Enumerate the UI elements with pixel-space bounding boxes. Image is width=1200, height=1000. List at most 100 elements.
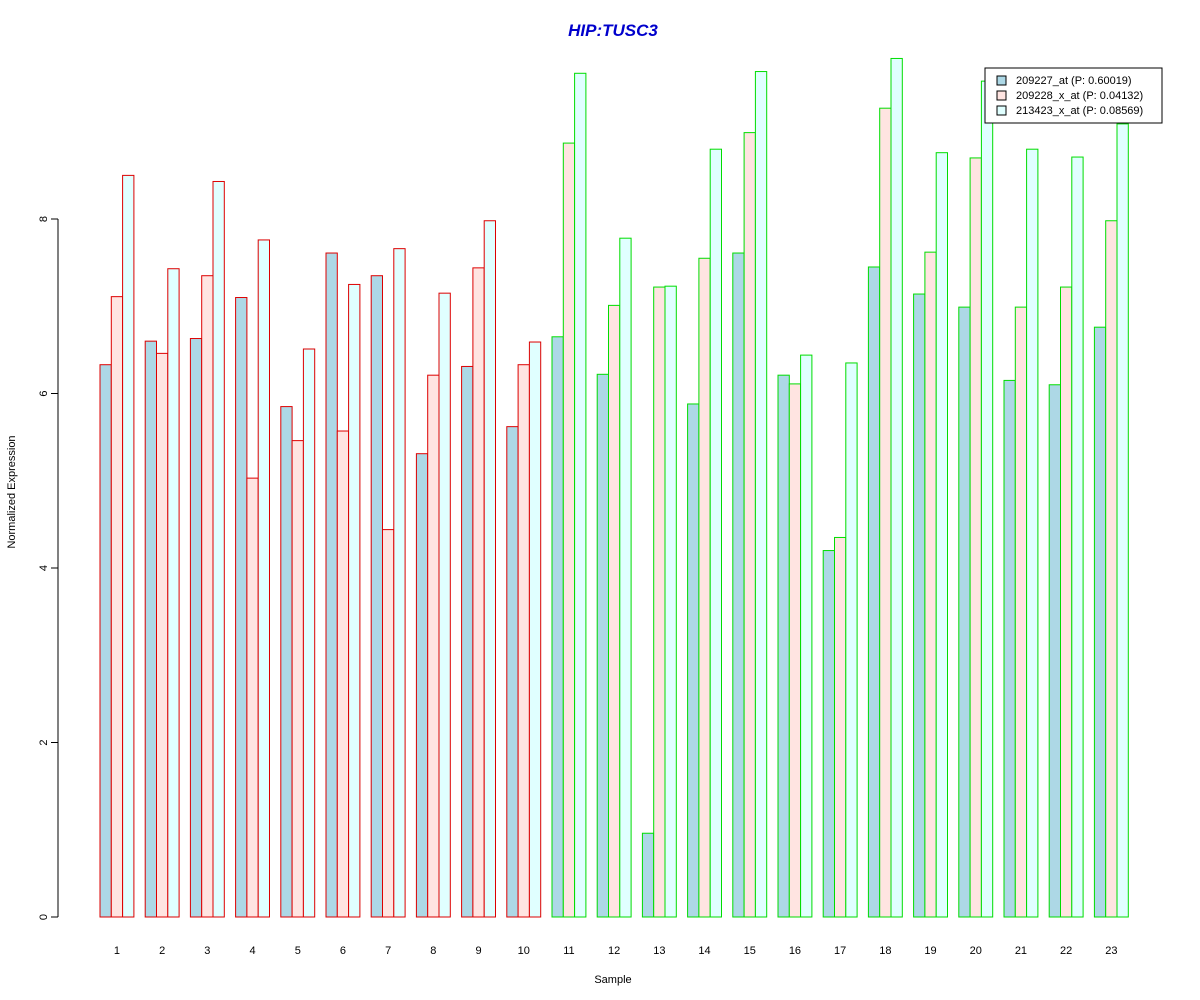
- bar-sample-16-series-1: [777, 374, 790, 918]
- x-tick-label-10: 10: [518, 945, 530, 957]
- bar-sample-14-series-2: [698, 257, 711, 918]
- bar-sample-2-series-1: [144, 340, 157, 918]
- bar-sample-8-series-1: [415, 453, 429, 918]
- x-tick-label-8: 8: [430, 945, 436, 957]
- bar-sample-5-series-1: [280, 406, 293, 918]
- bar-sample-15-series-3: [754, 71, 768, 918]
- y-axis: 0 2 4 6 8: [38, 216, 59, 920]
- bar-sample-18-series-3: [890, 57, 903, 918]
- bar-sample-15-series-2: [743, 132, 756, 918]
- bar-sample-23-series-3: [1116, 123, 1129, 918]
- bar-sample-21-series-1: [1003, 379, 1016, 918]
- x-tick-label-21: 21: [1015, 945, 1027, 957]
- bar-sample-13-series-1: [641, 832, 655, 918]
- bar-sample-11-series-2: [562, 142, 576, 918]
- bar-sample-21-series-2: [1014, 306, 1028, 918]
- bar-sample-9-series-2: [472, 267, 485, 918]
- legend: 209227_at (P: 0.60019) 209228_x_at (P: 0.…: [984, 67, 1163, 124]
- bar-sample-7-series-3: [393, 248, 406, 918]
- bar-sample-18-series-2: [879, 107, 892, 918]
- x-tick-label-4: 4: [249, 945, 255, 957]
- bar-sample-5-series-2: [291, 440, 304, 918]
- bar-sample-22-series-2: [1060, 286, 1073, 918]
- y-tick-label-2: 2: [38, 739, 50, 745]
- bar-sample-1-series-3: [122, 174, 135, 918]
- bar-sample-23-series-1: [1093, 326, 1107, 918]
- bar-sample-11-series-3: [574, 72, 587, 918]
- bar-sample-20-series-2: [969, 157, 982, 918]
- bar-sample-9-series-3: [483, 220, 497, 918]
- legend-swatch-3: [996, 105, 1007, 116]
- legend-swatch-2: [996, 90, 1007, 101]
- bars-layer: [99, 57, 1129, 918]
- x-axis: 1 2 3 4 5 6 7 8 9 10 11 12 13 14 15 16 17 18 19 20 21 22 23: [114, 945, 1118, 957]
- bar-sample-13-series-3: [664, 285, 677, 918]
- x-tick-label-12: 12: [608, 945, 620, 957]
- bar-sample-16-series-3: [800, 354, 813, 918]
- bar-sample-3-series-3: [212, 180, 225, 918]
- x-tick-label-14: 14: [698, 945, 710, 957]
- bar-sample-7-series-2: [382, 529, 395, 918]
- bar-sample-12-series-2: [608, 304, 621, 918]
- bar-sample-4-series-3: [257, 239, 271, 918]
- bar-sample-17-series-2: [834, 536, 847, 918]
- y-tick-label-4: 4: [38, 565, 50, 571]
- x-tick-label-13: 13: [653, 945, 665, 957]
- bar-sample-1-series-1: [99, 364, 112, 918]
- bar-sample-9-series-1: [461, 365, 474, 918]
- bar-sample-12-series-1: [596, 373, 610, 918]
- bar-sample-15-series-1: [732, 252, 745, 918]
- bar-sample-17-series-1: [822, 550, 836, 918]
- bar-sample-7-series-1: [370, 275, 384, 918]
- x-axis-label: Sample: [594, 974, 631, 986]
- bar-sample-12-series-3: [619, 237, 632, 918]
- bar-sample-23-series-2: [1105, 220, 1118, 918]
- bar-sample-10-series-1: [506, 426, 519, 918]
- x-tick-label-20: 20: [970, 945, 982, 957]
- legend-label-2: 209228_x_at (P: 0.04132): [1016, 90, 1143, 102]
- bar-sample-8-series-3: [438, 292, 451, 918]
- bar-sample-3-series-2: [201, 275, 214, 918]
- legend-swatch-1: [996, 75, 1007, 86]
- x-tick-label-6: 6: [340, 945, 346, 957]
- y-tick-label-8: 8: [38, 216, 50, 222]
- x-tick-label-19: 19: [924, 945, 936, 957]
- x-tick-label-5: 5: [295, 945, 301, 957]
- y-tick-label-6: 6: [38, 390, 50, 396]
- bar-sample-14-series-1: [687, 403, 700, 918]
- x-tick-label-3: 3: [204, 945, 210, 957]
- bar-sample-10-series-3: [528, 341, 542, 918]
- bar-sample-20-series-1: [958, 306, 971, 918]
- bar-sample-14-series-3: [709, 148, 723, 918]
- x-tick-label-11: 11: [563, 945, 574, 957]
- bar-sample-1-series-2: [110, 296, 124, 918]
- bar-sample-19-series-1: [913, 293, 926, 918]
- bar-sample-11-series-1: [551, 336, 564, 918]
- chart-title: HIP:TUSC3: [568, 21, 658, 40]
- bar-sample-10-series-2: [517, 364, 530, 918]
- y-tick-label-0: 0: [38, 914, 50, 920]
- bar-sample-4-series-1: [235, 297, 248, 918]
- bar-sample-4-series-2: [246, 477, 259, 918]
- x-tick-label-16: 16: [789, 945, 801, 957]
- x-tick-label-15: 15: [744, 945, 756, 957]
- x-tick-label-2: 2: [159, 945, 165, 957]
- bar-sample-6-series-1: [325, 252, 338, 918]
- legend-label-3: 213423_x_at (P: 0.08569): [1016, 105, 1143, 117]
- y-axis-label: Normalized Expression: [6, 435, 18, 548]
- x-tick-label-22: 22: [1060, 945, 1072, 957]
- bar-sample-22-series-1: [1048, 384, 1061, 918]
- x-tick-label-9: 9: [475, 945, 481, 957]
- x-tick-label-1: 1: [114, 945, 120, 957]
- bar-sample-17-series-3: [845, 362, 858, 918]
- bar-sample-18-series-1: [867, 266, 881, 918]
- bar-sample-3-series-1: [189, 338, 203, 918]
- bar-sample-6-series-3: [348, 283, 361, 918]
- bar-sample-8-series-2: [427, 374, 440, 918]
- legend-label-1: 209227_at (P: 0.60019): [1016, 75, 1132, 87]
- bar-sample-2-series-3: [167, 268, 180, 918]
- bar-sample-19-series-3: [935, 152, 949, 918]
- bar-sample-19-series-2: [924, 251, 937, 918]
- legend-box: [984, 67, 1163, 124]
